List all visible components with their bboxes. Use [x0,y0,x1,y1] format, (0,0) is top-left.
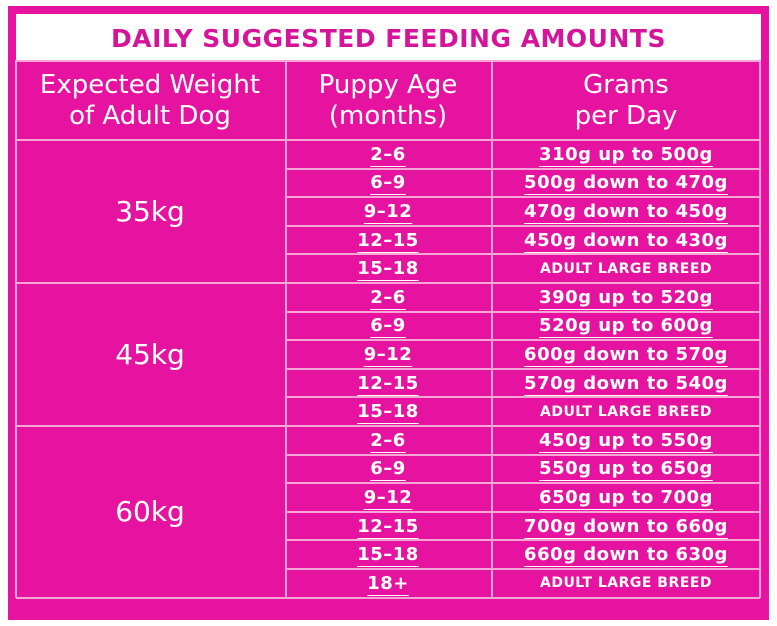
age-cell: 15–18 [357,258,419,280]
weight-cell: 35kg [115,195,185,228]
age-cell: 9–12 [363,200,413,222]
grid-line [759,60,761,598]
grams-cell: 390g up to 520g [539,286,713,308]
grid-line [15,60,17,598]
grams-cell: 310g up to 500g [539,143,713,165]
grams-cell: 570g down to 540g [524,372,728,394]
grid-line [286,453,760,456]
age-cell: 2–6 [370,143,406,165]
grid-line [286,539,760,542]
grid-line [16,425,760,427]
grams-cell: 650g up to 700g [539,486,713,508]
grid-line [286,568,760,570]
grid-line [286,167,760,170]
age-cell: 18+ [367,572,409,594]
grid-line [286,253,760,256]
header-weight: Expected Weight of Adult Dog [39,70,261,131]
header-age: Puppy Age (months) [318,70,458,131]
grams-cell: ADULT LARGE BREED [539,260,712,277]
age-cell: 12–15 [357,229,419,251]
age-cell: 2–6 [370,429,406,451]
age-cell: 6–9 [370,172,406,194]
grams-cell: 470g down to 450g [524,200,728,222]
grams-cell: 700g down to 660g [524,515,728,537]
grid-line [286,367,760,370]
grid-line [16,60,760,62]
age-cell: 9–12 [363,343,413,365]
grid-line [286,224,760,227]
grams-cell: 450g down to 430g [524,229,728,251]
title-bar: DAILY SUGGESTED FEEDING AMOUNTS [16,14,761,62]
age-cell: 12–15 [357,515,419,537]
grid-line [286,339,760,342]
grid-line [286,310,760,313]
age-cell: 9–12 [363,486,413,508]
grid-line [286,196,760,199]
grid-line [286,482,760,485]
age-cell: 2–6 [370,286,406,308]
age-cell: 6–9 [370,315,406,337]
age-cell: 6–9 [370,458,406,480]
grid-line [286,396,760,399]
grid-line [16,596,760,599]
grid-line [491,60,493,598]
grid-line [285,60,287,598]
grid-line [16,139,760,141]
table-title: DAILY SUGGESTED FEEDING AMOUNTS [111,23,666,53]
header-grams: Grams per Day [574,70,678,131]
grams-cell: 500g down to 470g [524,172,728,194]
grid-line [16,282,760,284]
age-cell: 15–18 [357,544,419,566]
grams-cell: 520g up to 600g [539,315,713,337]
grams-cell: ADULT LARGE BREED [539,575,712,592]
age-cell: 12–15 [357,372,419,394]
grams-cell: 660g down to 630g [524,544,728,566]
weight-cell: 60kg [115,495,185,529]
feeding-table: DAILY SUGGESTED FEEDING AMOUNTS Expected… [8,6,769,620]
grams-cell: 450g up to 550g [539,429,713,451]
weight-cell: 45kg [115,338,185,371]
grams-cell: 550g up to 650g [539,458,713,480]
grid-line [286,510,760,513]
grams-cell: 600g down to 570g [524,343,728,365]
grams-cell: ADULT LARGE BREED [539,403,712,420]
age-cell: 15–18 [357,401,419,423]
